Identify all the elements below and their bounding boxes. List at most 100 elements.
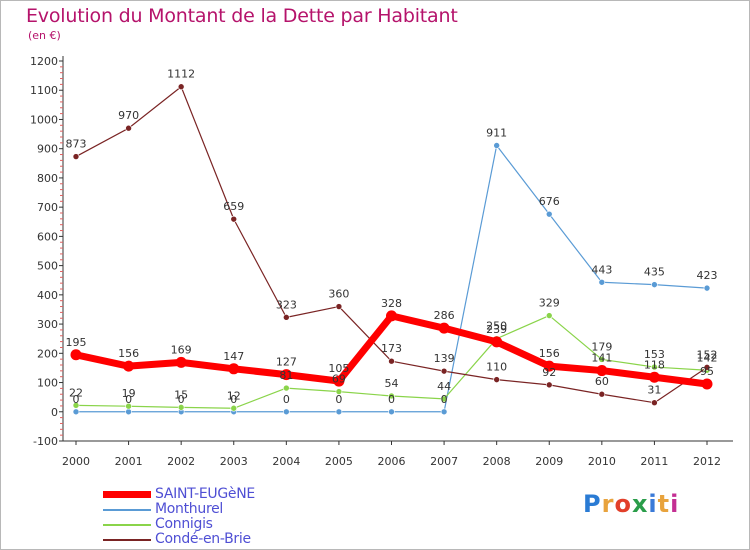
y-tick-label: -100 bbox=[33, 435, 58, 448]
y-tick-label: 700 bbox=[37, 201, 58, 214]
data-label: 31 bbox=[647, 384, 661, 397]
data-label: 873 bbox=[66, 138, 87, 151]
data-label: 127 bbox=[276, 356, 297, 369]
data-point bbox=[333, 375, 345, 387]
data-point bbox=[543, 360, 555, 372]
data-label: 911 bbox=[486, 126, 507, 139]
data-label: 54 bbox=[385, 377, 399, 390]
data-label: 173 bbox=[381, 342, 402, 355]
x-tick-label: 2004 bbox=[272, 455, 300, 468]
data-point bbox=[335, 408, 343, 416]
legend-label: SAINT-EUGèNE bbox=[155, 486, 255, 502]
data-label: 110 bbox=[486, 361, 507, 374]
x-tick-label: 2002 bbox=[167, 455, 195, 468]
y-tick-label: 300 bbox=[37, 318, 58, 331]
y-tick-label: 100 bbox=[37, 377, 58, 390]
data-point bbox=[70, 349, 82, 361]
y-tick-label: 400 bbox=[37, 289, 58, 302]
data-point bbox=[230, 404, 238, 412]
data-label: 156 bbox=[118, 347, 139, 360]
data-label: 153 bbox=[644, 348, 665, 361]
data-label: 152 bbox=[697, 348, 718, 361]
data-point bbox=[596, 365, 608, 377]
data-label: 118 bbox=[644, 358, 665, 371]
data-point bbox=[701, 378, 713, 390]
data-point bbox=[545, 312, 553, 319]
y-tick-label: 500 bbox=[37, 260, 58, 273]
legend-swatch bbox=[103, 539, 151, 541]
y-tick-label: 0 bbox=[51, 406, 58, 419]
data-point bbox=[125, 124, 132, 132]
chart-title: Evolution du Montant de la Dette par Hab… bbox=[26, 5, 458, 27]
data-point bbox=[440, 367, 448, 375]
data-point bbox=[335, 388, 343, 395]
data-point bbox=[598, 390, 606, 398]
data-point bbox=[335, 303, 343, 310]
data-label: 19 bbox=[122, 387, 136, 400]
data-point bbox=[72, 402, 80, 409]
x-tick-label: 2009 bbox=[535, 455, 563, 468]
proxiti-logo: Proxiti bbox=[583, 490, 680, 518]
data-point bbox=[177, 83, 185, 91]
data-point bbox=[280, 369, 292, 381]
data-label: 323 bbox=[276, 298, 297, 311]
data-label: 81 bbox=[279, 369, 293, 382]
axes: -100010020030040050060070080090010001100… bbox=[30, 55, 733, 468]
data-point bbox=[177, 404, 185, 411]
x-tick-label: 2006 bbox=[378, 455, 406, 468]
data-label: 105 bbox=[328, 362, 349, 375]
data-point bbox=[703, 284, 711, 292]
legend-swatch bbox=[103, 524, 151, 526]
data-label: 970 bbox=[118, 109, 139, 122]
legend-label: Condé-en-Brie bbox=[155, 531, 251, 547]
y-tick-label: 900 bbox=[37, 143, 58, 156]
data-point bbox=[388, 357, 395, 365]
data-label: 360 bbox=[328, 288, 349, 301]
data-point bbox=[545, 381, 553, 389]
data-point bbox=[123, 360, 135, 372]
data-point bbox=[230, 215, 238, 223]
data-label: 435 bbox=[644, 266, 665, 279]
data-point bbox=[125, 408, 132, 416]
data-label: 92 bbox=[542, 366, 556, 379]
data-point bbox=[72, 153, 80, 160]
data-point bbox=[388, 408, 395, 416]
legend-label: Connigis bbox=[155, 516, 213, 532]
data-point bbox=[283, 408, 290, 416]
data-point bbox=[491, 336, 503, 348]
data-label: 141 bbox=[591, 352, 612, 365]
x-tick-label: 2011 bbox=[640, 455, 668, 468]
data-point bbox=[125, 402, 132, 410]
y-tick-label: 1000 bbox=[30, 113, 58, 126]
data-point bbox=[598, 278, 606, 286]
unit-label: (en €) bbox=[28, 29, 61, 42]
data-label: 0 bbox=[178, 393, 185, 406]
legend-label: Monthurel bbox=[155, 501, 224, 517]
data-point bbox=[175, 356, 187, 368]
y-tick-label: 200 bbox=[37, 347, 58, 360]
data-label: 250 bbox=[486, 320, 507, 333]
x-tick-label: 2010 bbox=[588, 455, 616, 468]
x-tick-label: 2005 bbox=[325, 455, 353, 468]
x-tick-label: 2012 bbox=[693, 455, 721, 468]
data-point bbox=[493, 376, 500, 383]
data-point bbox=[438, 322, 450, 334]
data-label: 15 bbox=[174, 388, 188, 401]
data-point bbox=[283, 314, 290, 321]
data-label: 329 bbox=[539, 297, 560, 310]
data-labels: 0 0 0 0 0 0 0 0 911 676 443 435 423 22 19 15 12 81 69 54 44 2… bbox=[66, 68, 718, 406]
data-label: 0 bbox=[388, 393, 395, 406]
y-tick-label: 1200 bbox=[30, 55, 58, 68]
data-label: 156 bbox=[539, 347, 560, 360]
data-label: 95 bbox=[700, 365, 714, 378]
data-label: 239 bbox=[486, 323, 507, 336]
x-tick-label: 2003 bbox=[220, 455, 248, 468]
data-label: 286 bbox=[434, 309, 455, 322]
data-point bbox=[703, 364, 711, 371]
data-point bbox=[440, 408, 448, 416]
data-label: 195 bbox=[66, 336, 87, 349]
y-tick-label: 600 bbox=[37, 230, 58, 243]
data-point bbox=[388, 392, 395, 400]
data-label: 328 bbox=[381, 297, 402, 310]
